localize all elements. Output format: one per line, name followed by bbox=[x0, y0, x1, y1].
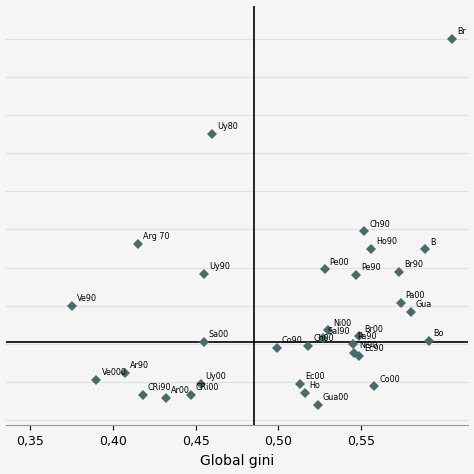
Text: Ve90: Ve90 bbox=[77, 294, 97, 303]
Text: Ho: Ho bbox=[310, 382, 320, 391]
Text: Uy00: Uy00 bbox=[206, 372, 227, 381]
Text: Ar00: Ar00 bbox=[171, 386, 190, 395]
Text: Ch00: Ch00 bbox=[313, 334, 334, 343]
Text: Br90: Br90 bbox=[404, 261, 423, 270]
Text: Ch90: Ch90 bbox=[369, 219, 390, 228]
Text: Co90: Co90 bbox=[282, 336, 302, 345]
Text: Ar90: Ar90 bbox=[129, 362, 148, 371]
Text: Pe90: Pe90 bbox=[361, 264, 381, 273]
Text: CRi00: CRi00 bbox=[196, 383, 219, 392]
Text: Pa00: Pa00 bbox=[406, 291, 425, 300]
Text: Uy80: Uy80 bbox=[217, 122, 238, 131]
X-axis label: Global gini: Global gini bbox=[200, 455, 274, 468]
Text: Gua: Gua bbox=[416, 301, 432, 310]
Text: Sal90: Sal90 bbox=[328, 327, 350, 336]
Text: Ec00: Ec00 bbox=[305, 372, 324, 381]
Text: Pa90: Pa90 bbox=[358, 332, 377, 341]
Text: Sa00: Sa00 bbox=[209, 330, 229, 339]
Text: CRi90: CRi90 bbox=[148, 383, 171, 392]
Text: Br00: Br00 bbox=[365, 325, 383, 334]
Text: Co00: Co00 bbox=[379, 375, 400, 384]
Text: Uy90: Uy90 bbox=[209, 263, 230, 272]
Text: Arg 70: Arg 70 bbox=[143, 232, 169, 241]
Text: Ho90: Ho90 bbox=[376, 237, 397, 246]
Text: Ec90: Ec90 bbox=[365, 344, 384, 353]
Text: Ve000: Ve000 bbox=[101, 368, 126, 377]
Text: Ni90: Ni90 bbox=[359, 341, 378, 350]
Text: Bo: Bo bbox=[434, 329, 444, 338]
Text: Br: Br bbox=[457, 27, 466, 36]
Text: Pe00: Pe00 bbox=[329, 257, 349, 266]
Text: B: B bbox=[430, 237, 436, 246]
Text: Gua00: Gua00 bbox=[323, 393, 349, 402]
Text: Ni00: Ni00 bbox=[333, 319, 351, 328]
